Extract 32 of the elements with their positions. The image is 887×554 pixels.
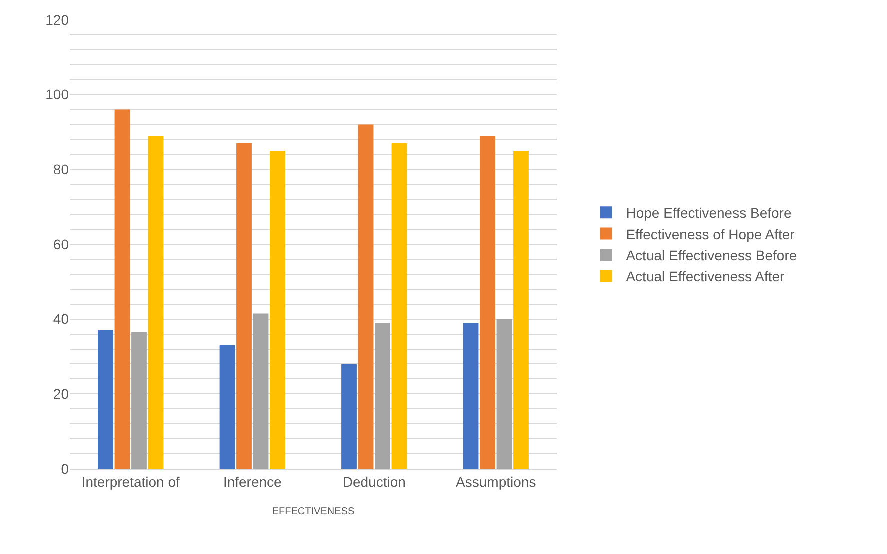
y-tick-label: 100 xyxy=(46,86,70,103)
legend-label: Hope Effectiveness Before xyxy=(626,205,792,222)
bar xyxy=(514,150,529,469)
bar xyxy=(358,124,374,469)
bar xyxy=(270,150,286,469)
y-tick-label: 80 xyxy=(53,162,70,178)
bar xyxy=(148,136,164,469)
legend-label: Actual Effectiveness After xyxy=(626,268,786,285)
bar xyxy=(463,323,479,469)
bar xyxy=(342,364,357,469)
bar xyxy=(480,136,496,469)
legend-label: Actual Effectiveness Before xyxy=(626,247,798,264)
bar xyxy=(114,110,130,469)
bar xyxy=(132,332,147,469)
x-tick-label: Assumptions xyxy=(456,474,536,490)
bar xyxy=(375,323,390,469)
bar xyxy=(392,143,408,469)
x-tick-label: Deduction xyxy=(342,474,406,490)
y-tick-label: 40 xyxy=(53,311,70,328)
x-axis-title: EFFECTIVENESS xyxy=(272,506,355,518)
bar xyxy=(220,346,236,469)
bar xyxy=(98,330,114,469)
y-tick-label: 20 xyxy=(53,386,70,402)
bar xyxy=(236,143,252,469)
y-tick-label: 60 xyxy=(53,236,70,252)
legend-label: Effectiveness of Hope After xyxy=(626,226,796,242)
y-tick-label: 120 xyxy=(46,12,70,28)
x-tick-label: Interpretation of xyxy=(82,474,180,490)
y-tick-label: 0 xyxy=(61,460,70,477)
bar xyxy=(496,319,512,469)
x-tick-label: Inference xyxy=(223,474,282,490)
bar xyxy=(253,314,269,469)
